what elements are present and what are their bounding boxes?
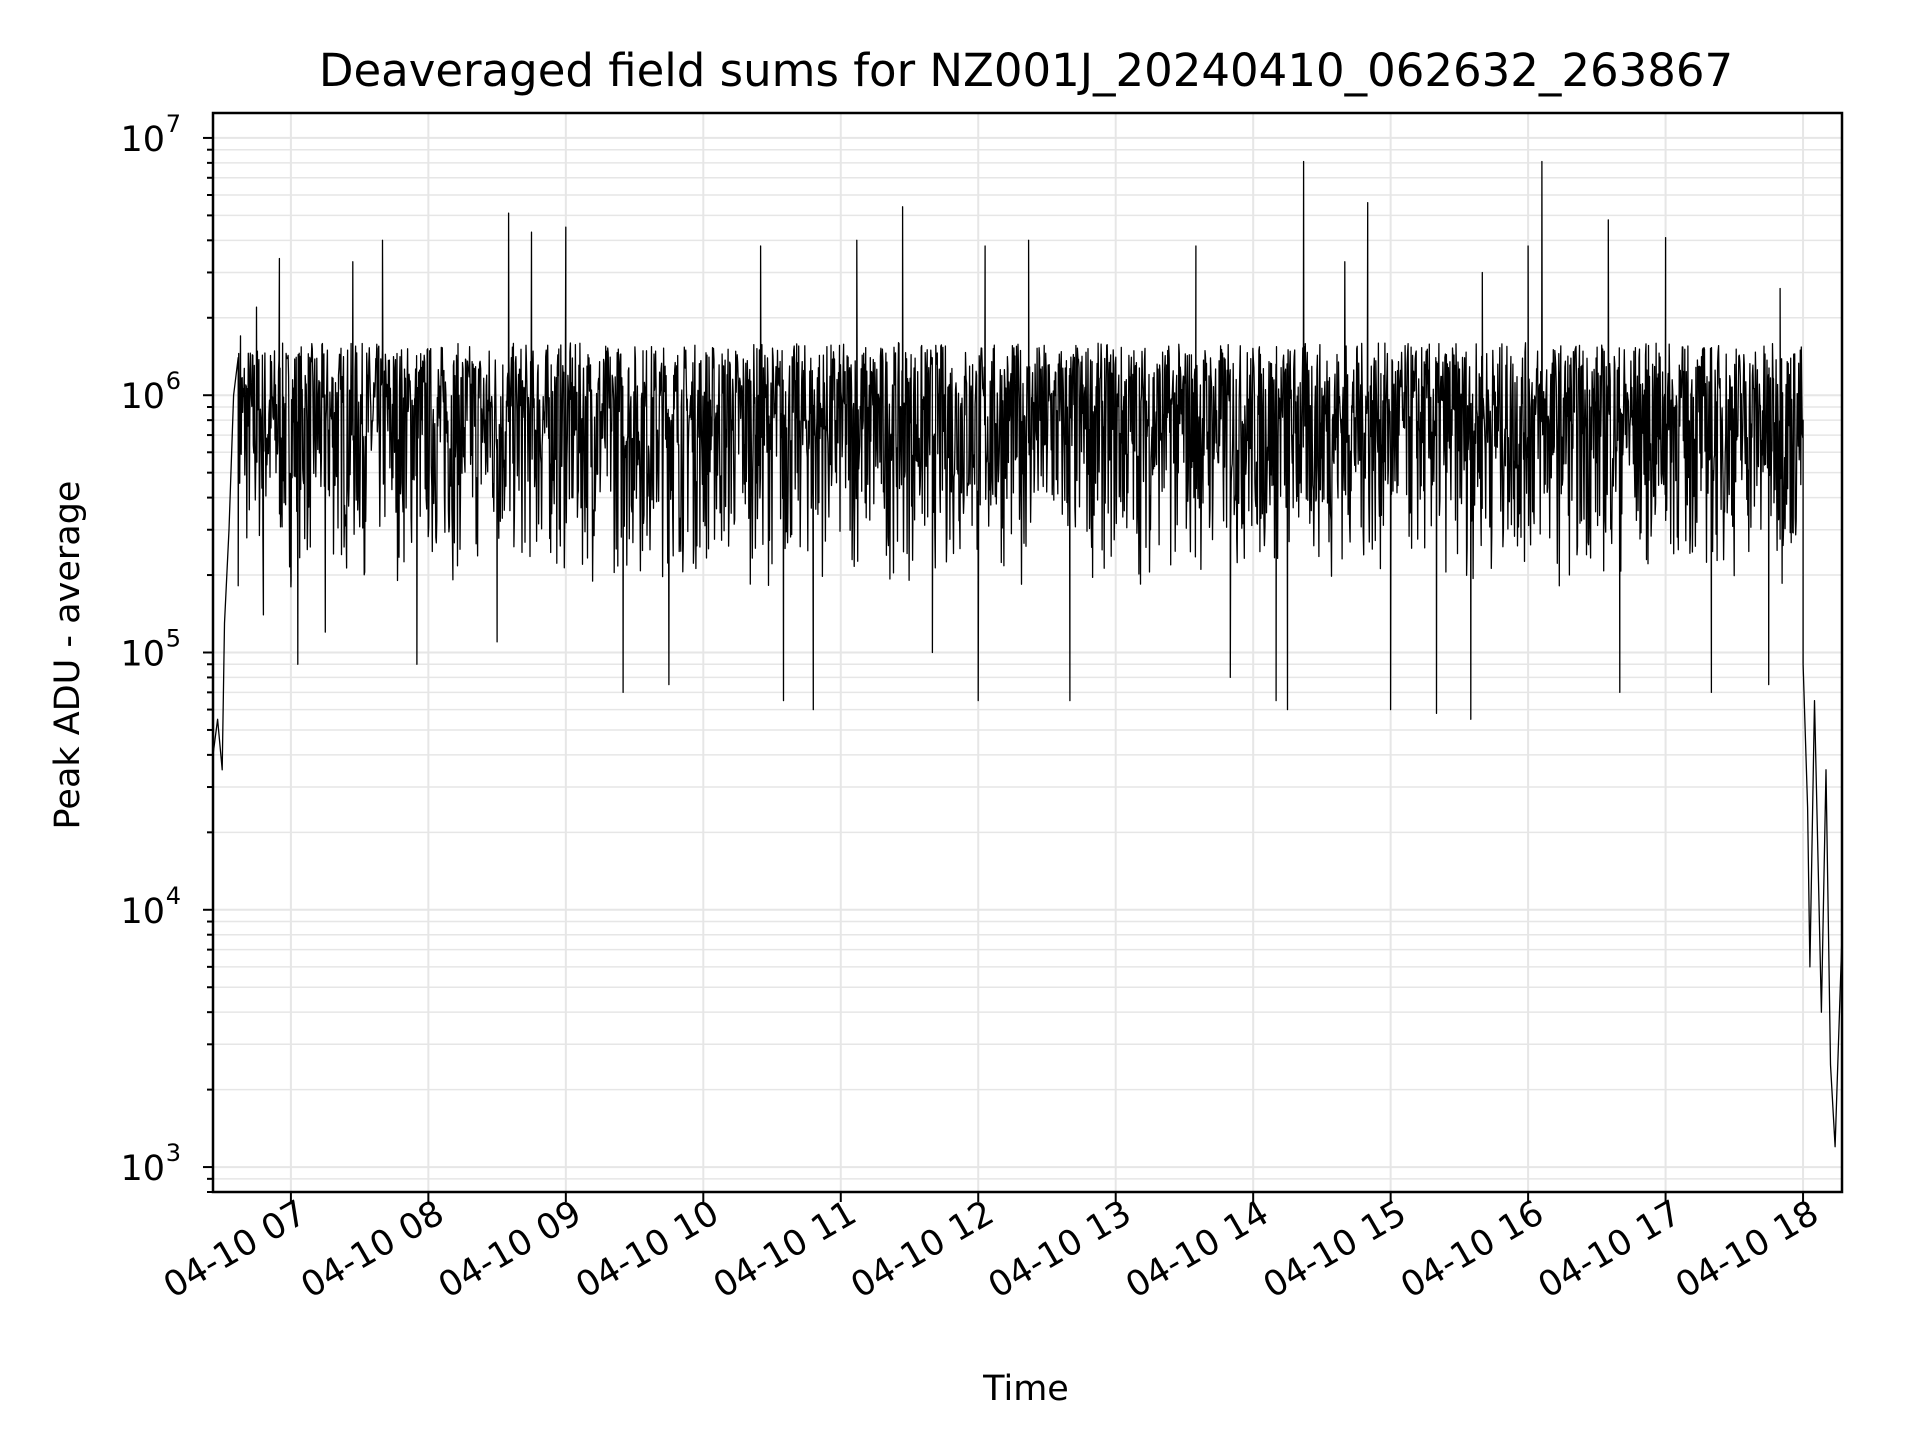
x-tick-label: 04-10 17 xyxy=(1532,1193,1688,1306)
y-tick-label: 10 xyxy=(120,120,165,160)
chart-title: Deaveraged field sums for NZ001J_2024041… xyxy=(319,44,1733,97)
series-path xyxy=(212,160,1843,1148)
y-axis-label: Peak ADU - average xyxy=(48,481,88,830)
x-tick-label: 04-10 14 xyxy=(1119,1193,1275,1306)
x-tick-label: 04-10 09 xyxy=(432,1193,588,1306)
y-tick-label: 10 xyxy=(120,1149,165,1189)
x-tick-label: 04-10 12 xyxy=(844,1193,1000,1306)
x-tick-label: 04-10 10 xyxy=(570,1193,726,1306)
x-tick-label: 04-10 08 xyxy=(295,1193,451,1306)
y-tick-label: 10 xyxy=(120,635,165,675)
x-tick-label: 04-10 15 xyxy=(1257,1193,1413,1306)
series-line xyxy=(212,160,1843,1148)
x-axis-label: Time xyxy=(982,1369,1069,1409)
y-tick-exponent: 6 xyxy=(166,367,181,395)
y-tick-exponent: 5 xyxy=(166,625,181,653)
x-tick-label: 04-10 11 xyxy=(707,1193,863,1306)
y-tick-label: 10 xyxy=(120,377,165,417)
y-tick-exponent: 3 xyxy=(166,1139,181,1167)
x-tick-label: 04-10 13 xyxy=(982,1193,1138,1306)
x-tick-label: 04-10 16 xyxy=(1394,1193,1550,1306)
y-tick-exponent: 7 xyxy=(166,110,181,138)
x-tick-label: 04-10 07 xyxy=(157,1193,313,1306)
y-tick-label: 10 xyxy=(120,892,165,932)
y-tick-exponent: 4 xyxy=(166,882,181,910)
grid-lines xyxy=(213,113,1842,1193)
x-tick-label: 04-10 18 xyxy=(1669,1193,1825,1306)
